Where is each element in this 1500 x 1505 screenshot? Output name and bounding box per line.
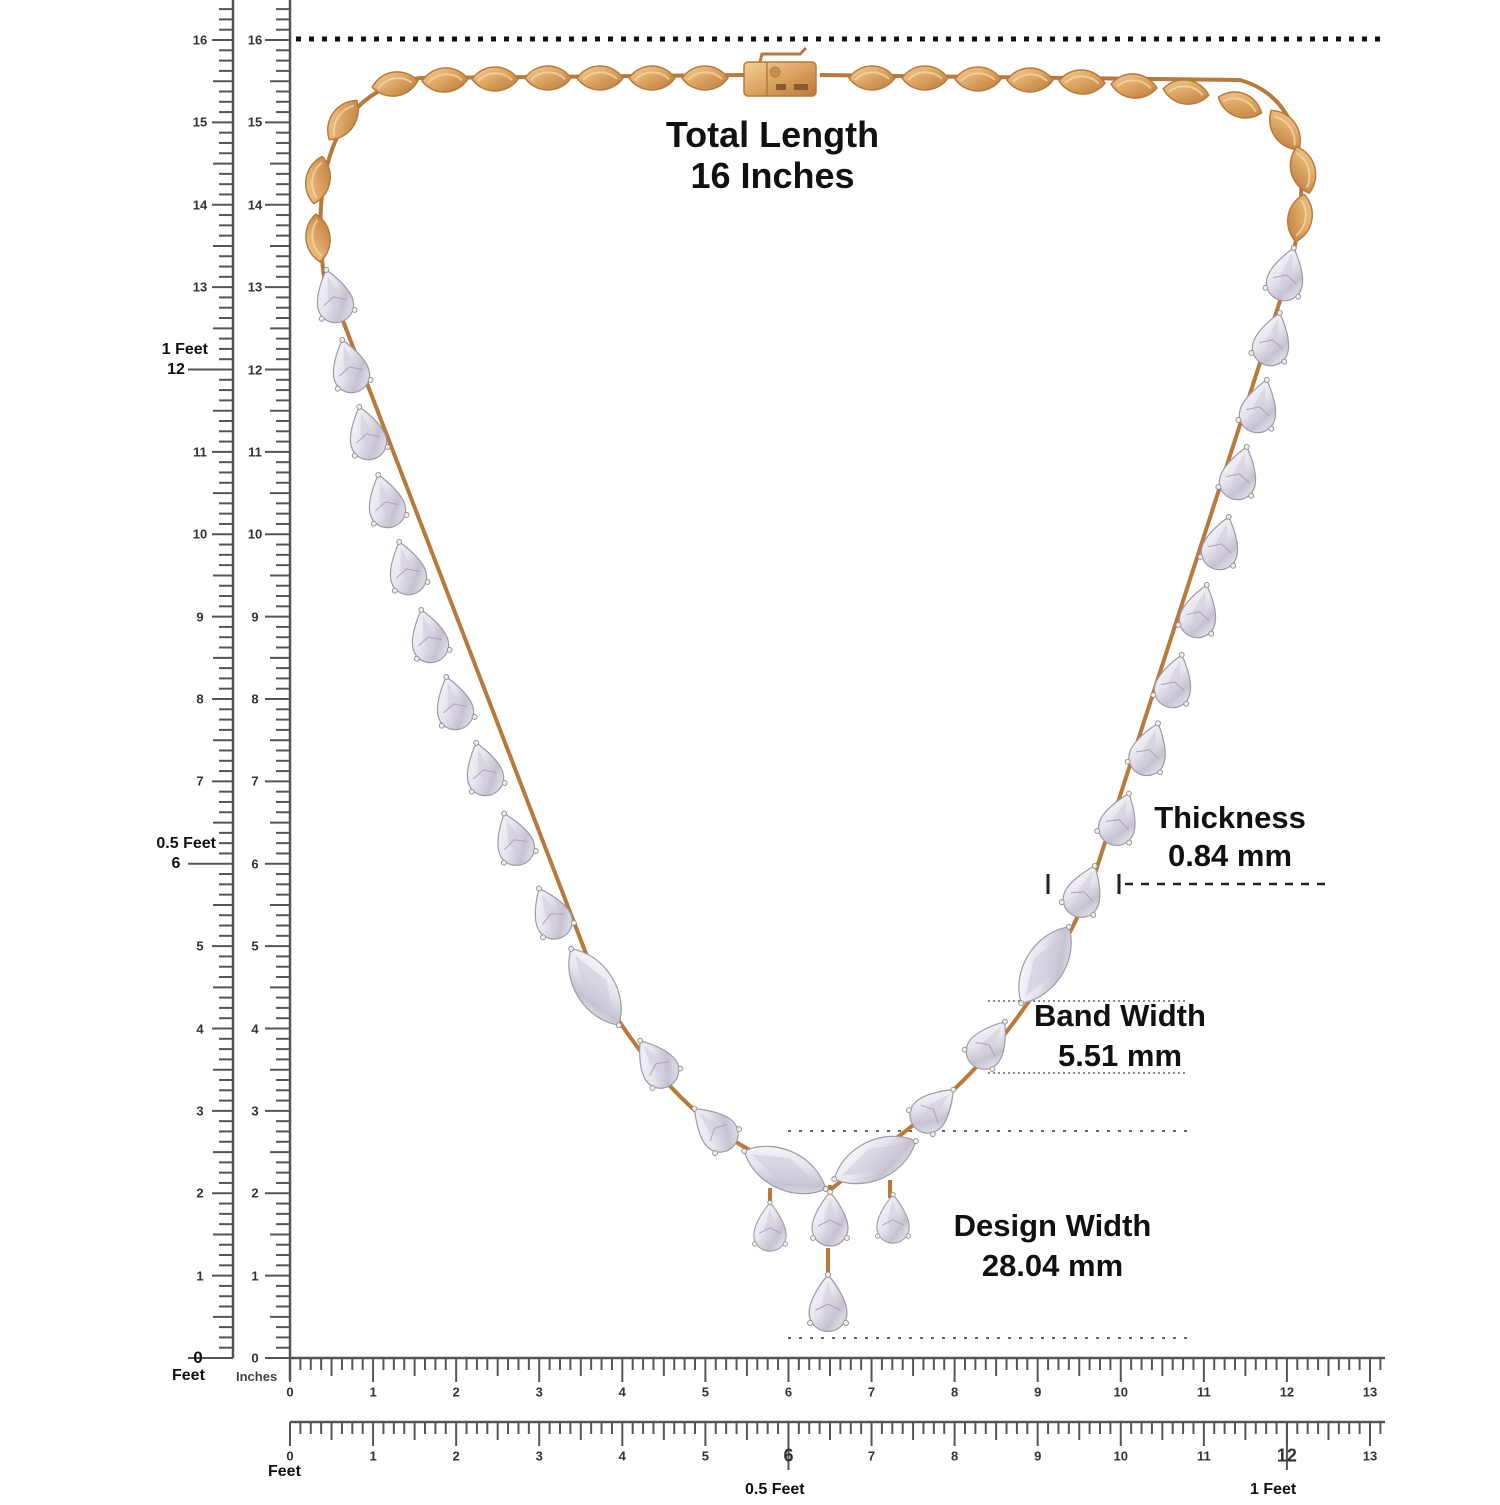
vertical-feet-tick-1: 1 [196,1268,204,1284]
vertical-inch-tick-1: 1 [251,1268,259,1284]
thickness-annotation: Thickness 0.84 mm [1130,800,1330,873]
vertical-feet-tick-9: 9 [196,609,204,625]
horizontal-feet-tick-3: 3 [535,1448,543,1464]
horizontal-feet-tick-12: 12 [1276,1445,1297,1466]
horizontal-feet-tick-9: 9 [1034,1448,1042,1464]
vertical-inch-tick-2: 2 [251,1185,259,1201]
horizontal-feet-tick-11: 11 [1196,1448,1211,1464]
vertical-inch-tick-12: 12 [247,362,263,377]
horizontal-feet-tick-6: 6 [783,1445,794,1466]
vertical-feet-tick-6: 6 [171,854,181,872]
necklace-stones [316,244,1304,1333]
vertical-feet-tick-14: 14 [192,197,208,213]
vertical-feet-tick-5: 5 [196,938,204,954]
horizontal-feet-tick-1: 1 [369,1448,377,1464]
design-width-value: 28.04 mm [981,1247,1124,1283]
band-width-annotation: Band Width 5.51 mm [1015,998,1225,1073]
vertical-feet-tick-10: 10 [192,526,208,542]
horizontal-feet-tick-4: 4 [618,1448,626,1464]
vertical-feet-tick-2: 2 [196,1185,204,1201]
vertical-inch-tick-16: 16 [247,32,263,48]
vertical-feet-tick-8: 8 [196,691,204,707]
vertical-feet-tick-16: 16 [192,32,208,48]
horizontal-marker-half-foot: 0.5 Feet [745,1481,805,1498]
vertical-inch-tick-10: 10 [247,526,263,542]
horizontal-feet-tick-7: 7 [867,1448,876,1464]
vertical-inch-tick-7: 7 [251,773,259,789]
vertical-marker-half-foot: 0.5 Feet [156,835,216,852]
horizontal-feet-tick-0: 0 [286,1448,294,1464]
design-width-annotation: Design Width 28.04 mm [930,1208,1175,1283]
total-length-title: Total Length [665,114,880,155]
horizontal-inch-tick-6: 6 [784,1384,793,1400]
vertical-inch-tick-3: 3 [251,1103,259,1119]
vertical-feet-tick-0: 0 [193,1348,203,1367]
vertical-inch-tick-6: 6 [251,856,259,872]
total-length-value: 16 Inches [690,155,855,197]
vertical-inch-tick-5: 5 [251,938,259,954]
vertical-inch-tick-13: 13 [247,279,263,295]
total-length-label: Total Length 16 Inches [600,114,945,197]
band-width-label: Band Width [1034,998,1206,1033]
horizontal-inch-tick-8: 8 [950,1384,959,1400]
horizontal-inch-tick-7: 7 [867,1384,876,1400]
horizontal-inch-tick-3: 3 [535,1384,543,1400]
vertical-feet-tick-4: 4 [196,1021,204,1036]
vertical-feet-tick-15: 15 [192,114,208,130]
rulers [188,0,1385,1470]
horizontal-feet-tick-10: 10 [1113,1448,1128,1464]
horizontal-inch-tick-1: 1 [369,1384,377,1400]
design-width-label: Design Width [953,1208,1152,1243]
vertical-feet-tick-3: 3 [196,1103,204,1119]
vertical-inch-tick-14: 14 [247,197,263,213]
horizontal-inch-tick-4: 4 [618,1384,626,1400]
horizontal-feet-tick-13: 13 [1362,1448,1378,1464]
horizontal-inch-tick-13: 13 [1362,1384,1378,1400]
horizontal-inch-tick-5: 5 [701,1384,709,1400]
vertical-inches-unit-label: Inches [236,1369,278,1384]
thickness-label: Thickness [1154,800,1306,835]
horizontal-feet-tick-2: 2 [452,1448,460,1464]
measurement-guides [296,36,1385,1339]
vertical-marker-one-foot: 1 Feet [161,341,208,358]
horizontal-feet-unit-label: Feet [268,1463,301,1480]
vertical-inch-tick-15: 15 [247,114,263,130]
box-clasp-icon [743,46,817,97]
horizontal-marker-one-foot: 1 Feet [1250,1481,1297,1498]
horizontal-inch-tick-10: 10 [1113,1384,1128,1400]
horizontal-inch-tick-0: 0 [286,1384,294,1400]
vertical-feet-tick-12: 12 [167,360,185,378]
horizontal-inch-tick-11: 11 [1196,1384,1211,1400]
vertical-inch-tick-9: 9 [251,609,259,625]
vertical-inch-tick-8: 8 [251,691,259,707]
vertical-inch-tick-0: 0 [251,1350,259,1366]
vertical-inch-tick-4: 4 [251,1021,259,1036]
horizontal-inch-tick-9: 9 [1034,1384,1042,1400]
thickness-value: 0.84 mm [1167,837,1293,873]
vertical-inch-tick-11: 11 [248,444,262,460]
vertical-feet-tick-13: 13 [192,279,208,295]
band-width-value: 5.51 mm [1057,1037,1183,1073]
horizontal-feet-tick-8: 8 [950,1448,959,1464]
vertical-feet-tick-11: 11 [193,444,207,460]
horizontal-inch-tick-12: 12 [1279,1384,1295,1400]
horizontal-feet-tick-5: 5 [701,1448,709,1464]
horizontal-inch-tick-2: 2 [452,1384,460,1400]
vertical-feet-unit-label: Feet [172,1367,205,1384]
vertical-feet-tick-7: 7 [196,773,204,789]
